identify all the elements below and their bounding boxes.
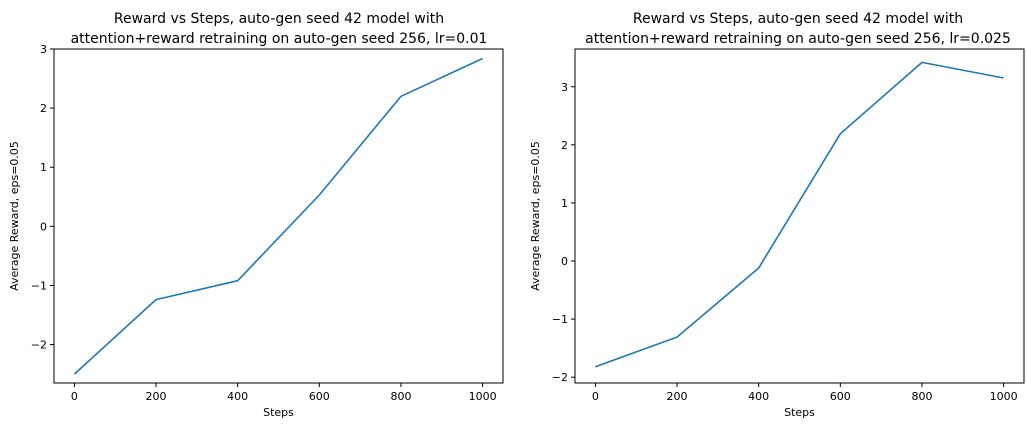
- chart-panel-2: Reward vs Steps, auto-gen seed 42 model …: [529, 11, 1025, 419]
- chart-title-line-2: attention+reward retraining on auto-gen …: [585, 31, 1011, 47]
- y-tick-label: 3: [561, 81, 568, 94]
- y-tick-label: 2: [561, 139, 568, 152]
- y-tick-label: 1: [561, 197, 568, 210]
- x-tick-label: 800: [390, 390, 411, 403]
- x-tick-label: 200: [667, 390, 688, 403]
- chart-title-line-2: attention+reward retraining on auto-gen …: [71, 31, 488, 47]
- y-tick-label: −2: [552, 371, 568, 384]
- x-tick-label: 1000: [469, 390, 497, 403]
- x-tick-label: 0: [71, 390, 78, 403]
- y-tick-label: 0: [561, 255, 568, 268]
- y-axis-label: Average Reward, eps=0.05: [529, 141, 542, 291]
- x-tick-label: 600: [309, 390, 330, 403]
- x-tick-label: 1000: [990, 390, 1018, 403]
- chart-title-line-1: Reward vs Steps, auto-gen seed 42 model …: [114, 11, 444, 27]
- x-axis-label: Steps: [784, 406, 815, 419]
- series-line-1: [73, 57, 483, 375]
- x-tick-label: 800: [911, 390, 932, 403]
- chart-title-line-1: Reward vs Steps, auto-gen seed 42 model …: [633, 11, 963, 27]
- y-tick-label: 0: [40, 220, 47, 233]
- x-tick-label: 400: [748, 390, 769, 403]
- x-tick-label: 200: [146, 390, 167, 403]
- x-tick-label: 600: [830, 390, 851, 403]
- chart-panel-1: Reward vs Steps, auto-gen seed 42 model …: [8, 11, 504, 419]
- y-axis-label: Average Reward, eps=0.05: [8, 141, 21, 291]
- plot-area-frame: [574, 48, 1025, 384]
- y-tick-label: −1: [31, 279, 47, 292]
- x-tick-label: 0: [592, 390, 599, 403]
- series-line-1: [595, 61, 1004, 368]
- y-tick-label: 1: [40, 161, 47, 174]
- x-tick-label: 400: [227, 390, 248, 403]
- x-axis-label: Steps: [263, 406, 294, 419]
- plot-area-frame: [53, 48, 504, 384]
- y-tick-label: −1: [552, 313, 568, 326]
- y-tick-label: −2: [31, 339, 47, 352]
- y-tick-label: 2: [40, 102, 47, 115]
- y-tick-label: 3: [40, 43, 47, 56]
